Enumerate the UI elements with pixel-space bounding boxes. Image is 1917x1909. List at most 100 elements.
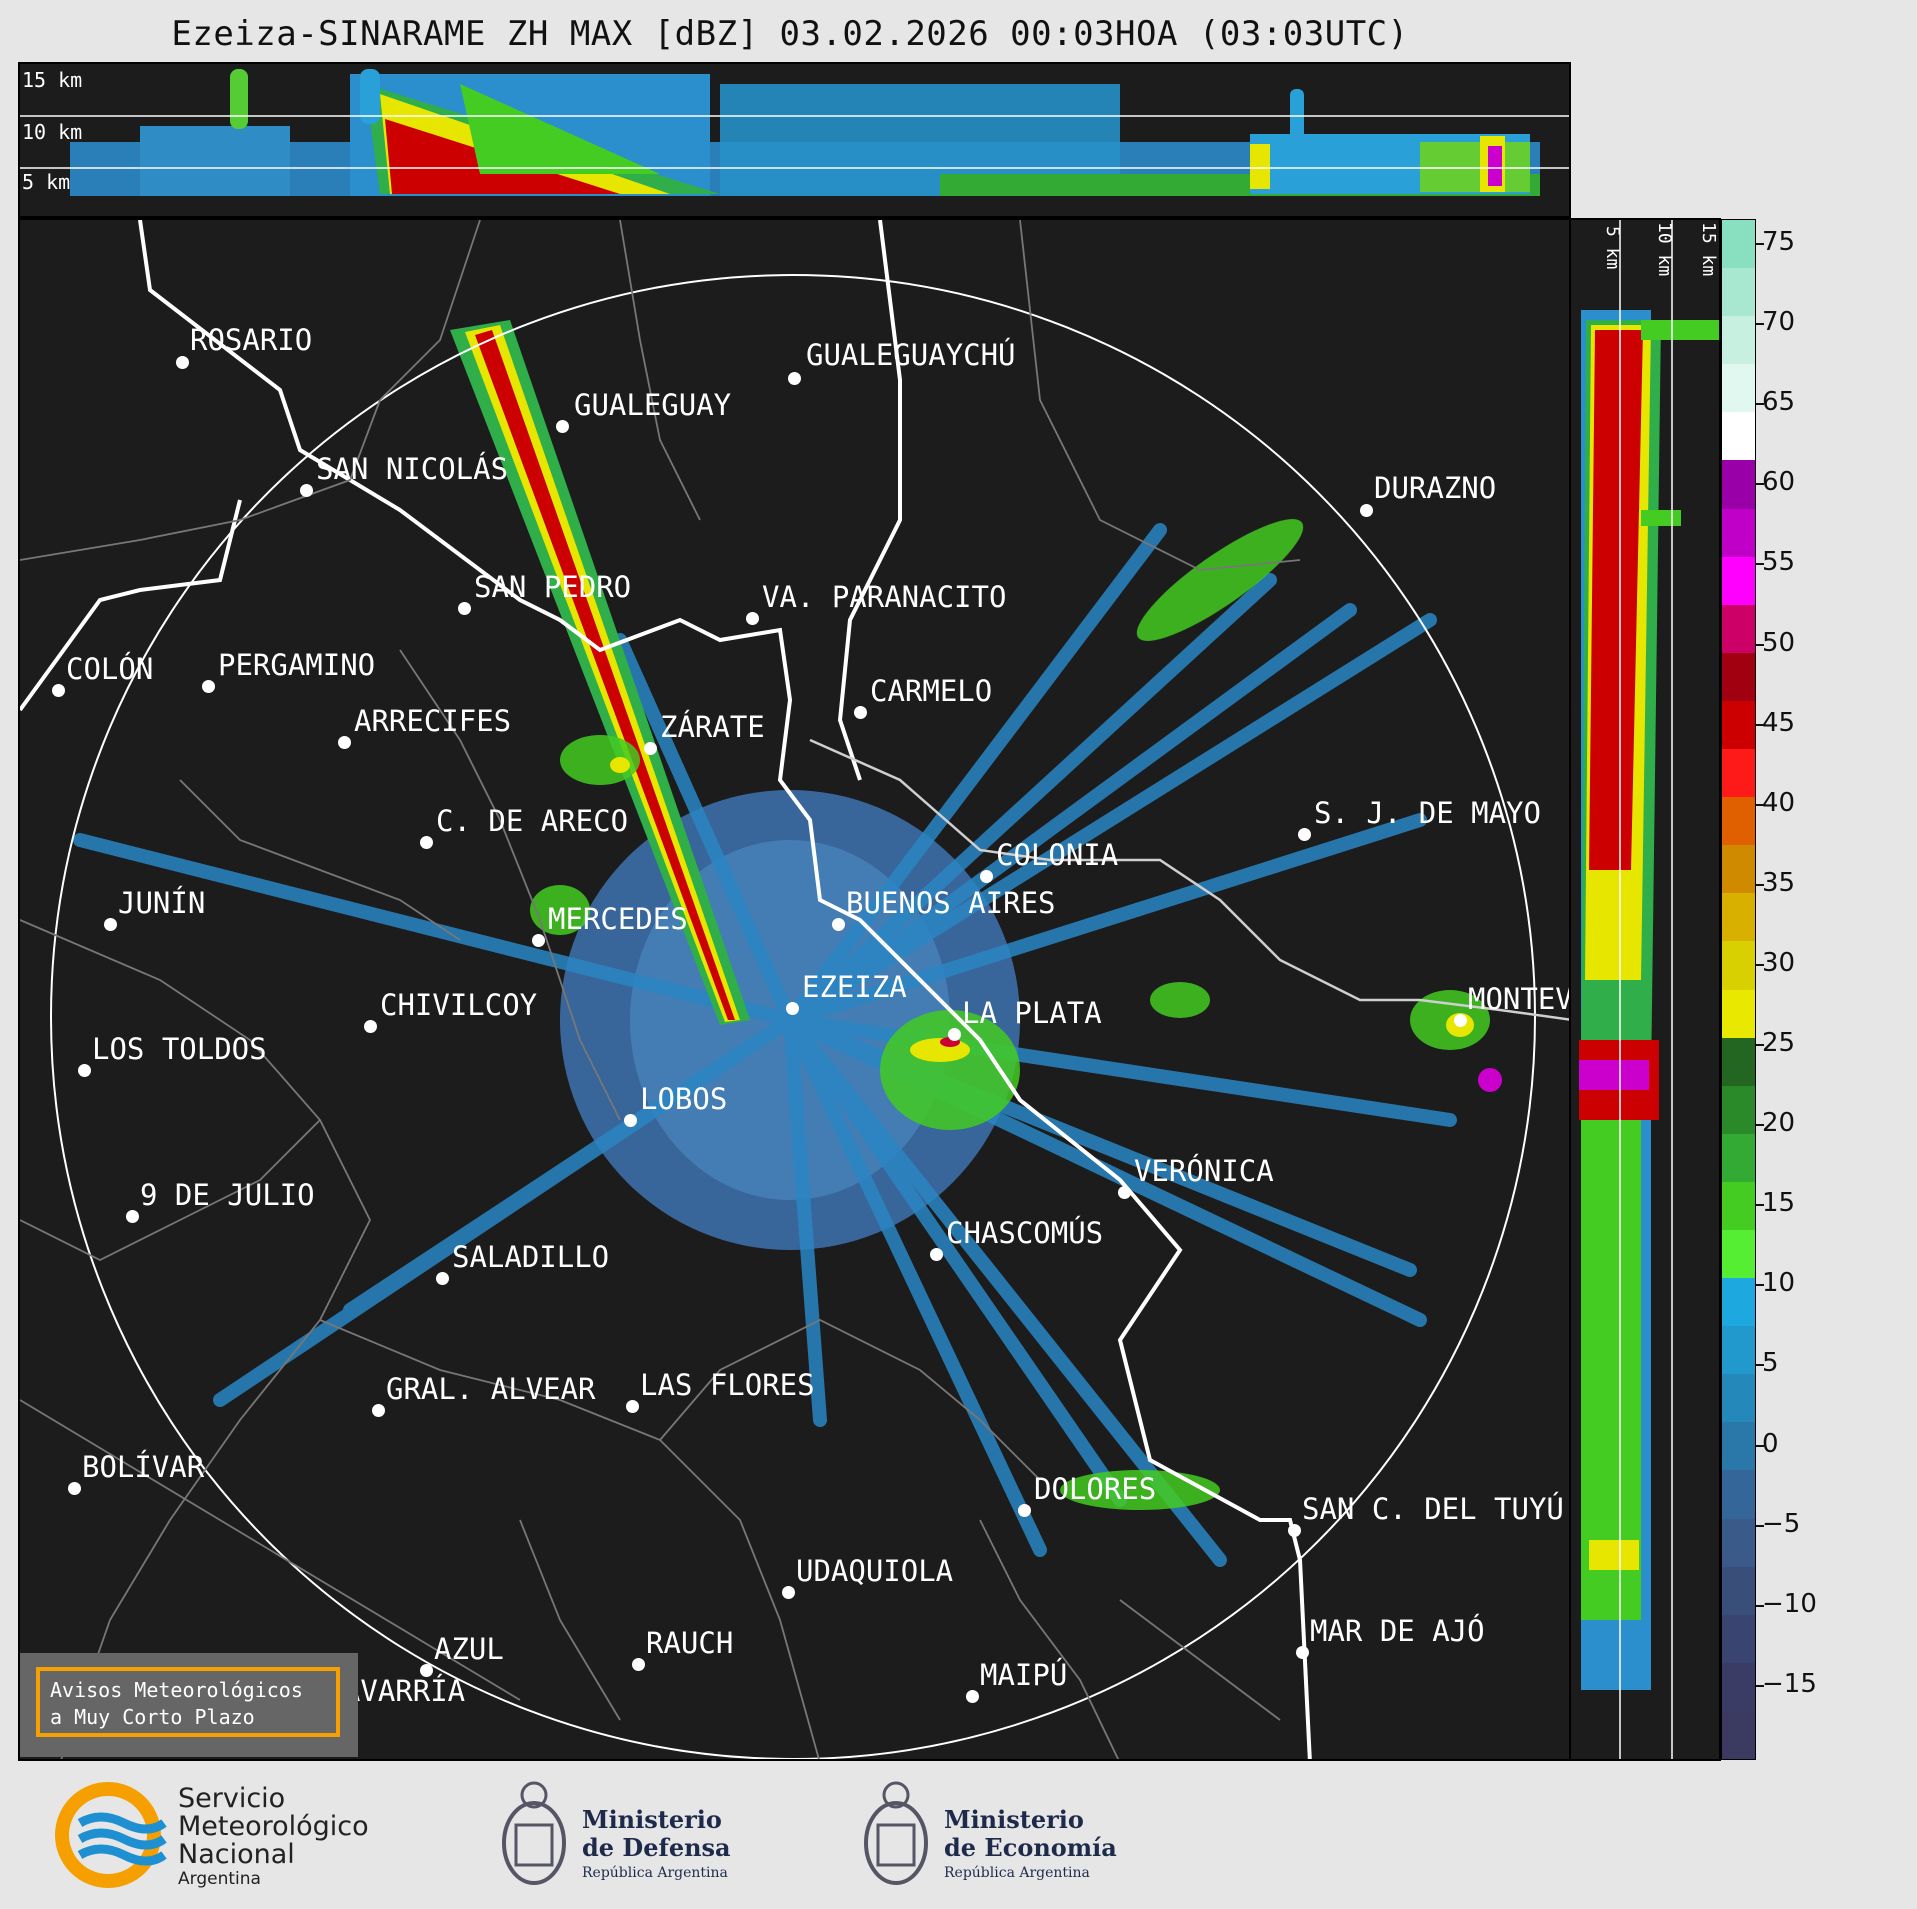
economia-line-1: Ministerio <box>944 1805 1084 1834</box>
colorbar-tick-label: 50 <box>1762 627 1796 658</box>
colorbar-tick-mark <box>1756 403 1764 406</box>
city-label-c-de-areco: C. DE ARECO <box>436 804 629 838</box>
city-label-carmelo: CARMELO <box>870 674 993 708</box>
alert-line-2: a Muy Corto Plazo <box>50 1705 255 1729</box>
colorbar-band <box>1722 1326 1755 1375</box>
city-dot-lobos <box>624 1114 637 1127</box>
colorbar-band <box>1722 797 1755 846</box>
colorbar-tick-mark <box>1756 883 1764 886</box>
colorbar-band <box>1722 1662 1755 1711</box>
radar-map-panel[interactable]: ROSARIO GUALEGUAYCHÚ GUALEGUAY SAN NICOL… <box>18 218 1571 1761</box>
colorbar-tick-mark <box>1756 483 1764 486</box>
city-label-montevideo: MONTEVIDEO <box>1468 982 1569 1016</box>
city-label-durazno: DURAZNO <box>1374 471 1497 505</box>
alert-box[interactable]: Avisos Meteorológicos a Muy Corto Plazo <box>20 1653 358 1757</box>
colorbar-tick-mark <box>1756 1604 1764 1607</box>
top-cross-section-echo <box>20 69 1569 196</box>
side-cross-section-panel: 5 km 10 km 15 km <box>1569 218 1721 1761</box>
city-dot-pergamino <box>202 680 215 693</box>
city-dot-c-de-areco <box>420 836 433 849</box>
side-alt-label-15: 15 km <box>1698 222 1719 277</box>
city-label-lobos: LOBOS <box>640 1082 728 1116</box>
colorbar-band <box>1722 364 1755 413</box>
colorbar-tick-label: −15 <box>1762 1668 1817 1699</box>
colorbar-tick-mark <box>1756 243 1764 245</box>
colorbar-band <box>1722 268 1755 317</box>
city-label-bolivar: BOLÍVAR <box>82 1450 205 1484</box>
alert-line-1: Avisos Meteorológicos <box>50 1678 303 1702</box>
city-dot-colonia <box>980 870 993 883</box>
colorbar-tick-label: 70 <box>1762 307 1796 338</box>
smn-logo-icon <box>55 1782 167 1888</box>
side-alt-label-5: 5 km <box>1602 226 1623 270</box>
city-dot-san-pedro <box>458 602 471 615</box>
city-label-sj-de-mayo: S. J. DE MAYO <box>1314 796 1541 830</box>
colorbar-band <box>1722 1229 1755 1279</box>
colorbar-band <box>1722 700 1755 750</box>
colorbar-tick-label: 40 <box>1762 787 1796 818</box>
city-label-gualeguay: GUALEGUAY <box>574 388 732 422</box>
city-dot-rauch <box>632 1658 645 1671</box>
colorbar-tick-mark <box>1756 1444 1764 1447</box>
smn-line-4: Argentina <box>178 1869 261 1889</box>
city-dot-buenos-aires <box>832 918 845 931</box>
smn-line-3: Nacional <box>178 1839 295 1870</box>
city-dot-durazno <box>1360 504 1373 517</box>
city-dot-dolores <box>1018 1504 1031 1517</box>
city-label-zarate: ZÁRATE <box>660 710 765 744</box>
city-label-pergamino: PERGAMINO <box>218 648 376 682</box>
colorbar-tick-mark <box>1756 803 1764 806</box>
colorbar-tick-label: 0 <box>1762 1428 1779 1459</box>
city-label-dolores: DOLORES <box>1034 1472 1157 1506</box>
city-dot-9-de-julio <box>126 1210 139 1223</box>
city-dot-la-plata <box>948 1028 961 1041</box>
city-label-saladillo: SALADILLO <box>452 1240 610 1274</box>
city-label-colonia: COLONIA <box>996 838 1119 872</box>
colorbar-band <box>1722 749 1755 798</box>
city-label-chascomus: CHASCOMÚS <box>946 1216 1104 1250</box>
colorbar-band <box>1722 508 1755 557</box>
colorbar-band <box>1722 1470 1755 1519</box>
city-dot-udaquiola <box>782 1586 795 1599</box>
colorbar-tick-label: 55 <box>1762 547 1796 578</box>
city-dot-sj-de-mayo <box>1298 828 1311 841</box>
colorbar-tick-label: 65 <box>1762 387 1796 418</box>
colorbar-tick-label: 60 <box>1762 467 1796 498</box>
city-label-gral-alvear: GRAL. ALVEAR <box>386 1372 596 1406</box>
colorbar-band <box>1722 1278 1755 1327</box>
colorbar-tick-label: 5 <box>1762 1348 1779 1379</box>
smn-line-1: Servicio <box>178 1783 286 1814</box>
city-dot-gualeguay <box>556 420 569 433</box>
colorbar-band <box>1722 412 1755 461</box>
top-alt-label-15: 15 km <box>22 68 83 92</box>
colorbar-tick-mark <box>1756 643 1764 646</box>
city-label-colon: COLÓN <box>66 652 154 686</box>
city-dot-las-flores <box>626 1400 639 1413</box>
colorbar-band <box>1722 1566 1755 1615</box>
city-label-rosario: ROSARIO <box>190 323 313 357</box>
colorbar-tick-label: 15 <box>1762 1188 1796 1219</box>
colorbar-tick-mark <box>1756 323 1764 326</box>
city-label-buenos-aires: BUENOS AIRES <box>846 886 1056 920</box>
alert-link[interactable]: Avisos Meteorológicos a Muy Corto Plazo <box>36 1667 340 1737</box>
colorbar-band <box>1722 220 1755 269</box>
city-label-9-de-julio: 9 DE JULIO <box>140 1178 315 1212</box>
colorbar-tick-label: 25 <box>1762 1028 1796 1058</box>
colorbar-tick-mark <box>1756 723 1764 726</box>
city-dot-montevideo <box>1454 1014 1467 1027</box>
city-label-mar-de-ajo: MAR DE AJÓ <box>1310 1614 1485 1648</box>
city-label-los-toldos: LOS TOLDOS <box>92 1032 267 1066</box>
colorbar-tick-label: −10 <box>1762 1588 1817 1619</box>
defensa-sub: República Argentina <box>582 1865 728 1881</box>
city-label-la-plata: LA PLATA <box>962 996 1102 1030</box>
city-dot-junin <box>104 918 117 931</box>
colorbar-band <box>1722 1181 1755 1230</box>
colorbar-tick-label: 45 <box>1762 707 1796 738</box>
city-label-azul: AZUL <box>434 1632 504 1666</box>
city-dot-colon <box>52 684 65 697</box>
city-label-las-flores: LAS FLORES <box>640 1368 815 1402</box>
city-dot-chascomus <box>930 1248 943 1261</box>
city-label-san-pedro: SAN PEDRO <box>474 570 632 604</box>
city-label-ezeiza: EZEIZA <box>802 970 907 1004</box>
colorbar-band <box>1722 1422 1755 1471</box>
